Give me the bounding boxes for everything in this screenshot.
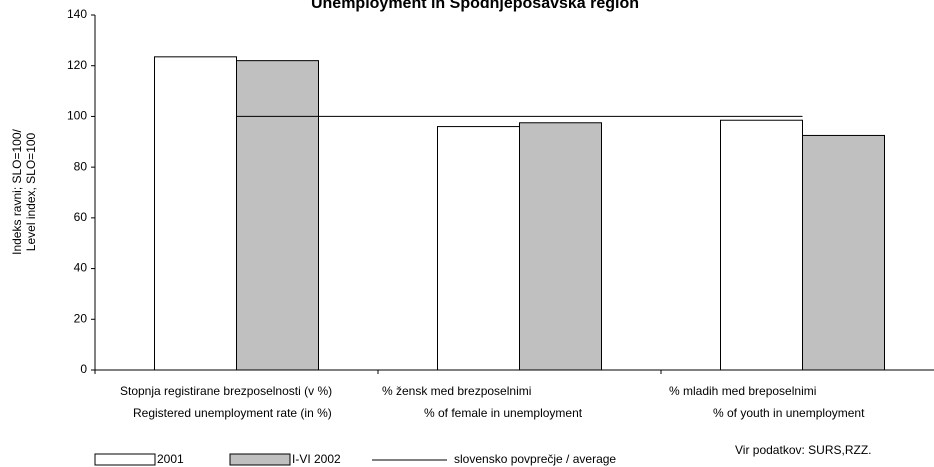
source: Vir podatkov: SURS,RZZ. <box>735 443 872 457</box>
legend-label: slovensko povprečje / average <box>454 452 616 466</box>
y-tick-label: 60 <box>74 210 88 224</box>
x-tick-label: % mladih med breposelnimi <box>669 384 816 398</box>
y-tick-label: 0 <box>80 362 87 376</box>
y-tick-label: 20 <box>74 311 88 325</box>
x-tick-label: Stopnja registirane brezposelnosti (v %) <box>120 384 332 398</box>
legend-label: 2001 <box>157 452 184 466</box>
legend-swatch <box>229 453 291 466</box>
bar <box>720 119 803 371</box>
x-tick-label: % žensk med brezposelnimi <box>382 384 531 398</box>
y-axis-label: Indeks ravni; SLO=100/ <box>10 128 24 254</box>
y-axis-label: Level index, SLO=100 <box>24 132 38 251</box>
x-tick-label: % of youth in unemployment <box>713 406 865 420</box>
legend-label: I-VI 2002 <box>292 452 341 466</box>
x-tick-label: % of female in unemployment <box>424 406 583 420</box>
y-tick-label: 80 <box>74 159 88 173</box>
bar <box>154 56 237 371</box>
y-tick-label: 120 <box>67 58 87 72</box>
legend-swatch <box>94 453 156 466</box>
bar <box>519 122 602 371</box>
chart-title: Unemployment in Spodnjeposavska region <box>311 0 639 12</box>
bar <box>236 60 319 371</box>
bar <box>437 126 520 371</box>
x-tick-label: Registered unemployment rate (in %) <box>133 406 332 420</box>
y-tick-label: 100 <box>67 109 87 123</box>
bar <box>802 134 885 371</box>
y-tick-label: 40 <box>74 261 88 275</box>
y-tick-label: 140 <box>67 7 87 21</box>
